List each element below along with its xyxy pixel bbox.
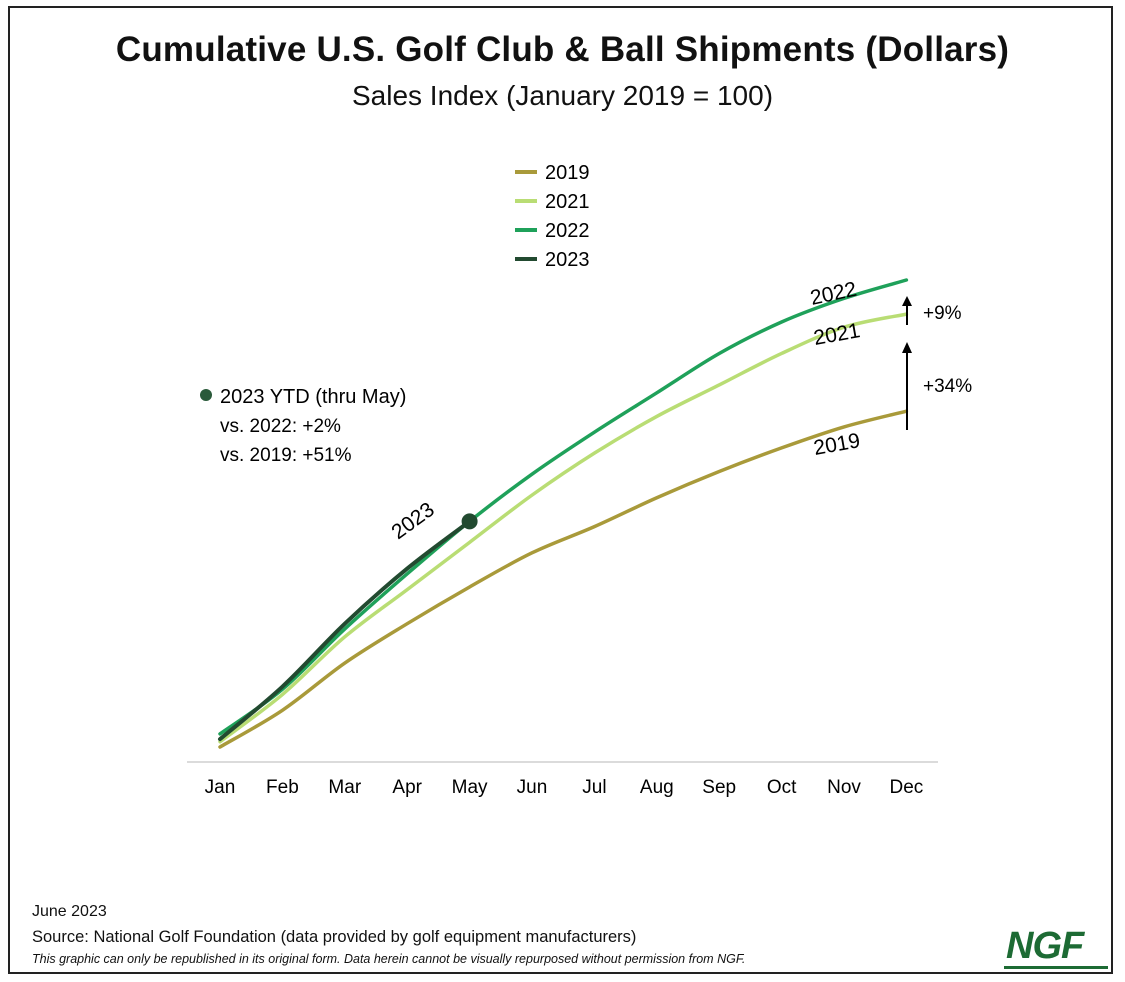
gap-arrow-2022-2021 bbox=[902, 296, 912, 325]
chart-subtitle: Sales Index (January 2019 = 100) bbox=[351, 80, 774, 111]
ytd-legend-dot bbox=[200, 389, 212, 401]
line-label-2021: 2021 bbox=[812, 319, 862, 350]
footer-source: Source: National Golf Foundation (data p… bbox=[32, 928, 637, 946]
x-tick-label: Mar bbox=[328, 777, 361, 798]
gap-arrow-2021-2019 bbox=[902, 342, 912, 430]
x-tick-label: Nov bbox=[827, 777, 861, 798]
chart-frame bbox=[8, 6, 1113, 974]
x-tick-label: Aug bbox=[640, 777, 674, 798]
chart-title: Cumulative U.S. Golf Club & Ball Shipmen… bbox=[115, 30, 1010, 69]
series-line-2022 bbox=[218, 278, 909, 736]
series-line-2023 bbox=[218, 519, 472, 742]
x-tick-labels: Jan Feb Mar Apr May Jun Jul Aug Sep Oct Nov Dec bbox=[205, 777, 924, 798]
x-tick-label: Jan bbox=[205, 777, 236, 798]
legend-label-2021: 2021 bbox=[545, 191, 590, 213]
ngf-logo-underline bbox=[1004, 966, 1108, 969]
ngf-logo: NGF bbox=[1006, 925, 1084, 967]
line-label-2022: 2022 bbox=[808, 278, 858, 310]
legend-label-2023: 2023 bbox=[545, 249, 590, 271]
gap-label-34: +34% bbox=[923, 376, 972, 397]
x-tick-label: Feb bbox=[266, 777, 299, 798]
x-tick-label: Dec bbox=[890, 777, 924, 798]
x-tick-label: Oct bbox=[767, 777, 797, 798]
series-2023-end-point bbox=[461, 513, 478, 530]
x-tick-label: May bbox=[452, 777, 488, 798]
series-layer bbox=[218, 278, 909, 749]
legend-label-2022: 2022 bbox=[545, 220, 590, 242]
ytd-vs-2019: vs. 2019: +51% bbox=[220, 445, 352, 466]
legend: 2019 2021 2022 2023 bbox=[515, 162, 590, 271]
x-tick-label: Jul bbox=[582, 777, 606, 798]
ytd-title: 2023 YTD (thru May) bbox=[220, 386, 406, 408]
series-line-2021 bbox=[218, 312, 909, 744]
footer-date: June 2023 bbox=[32, 903, 107, 920]
series-line-2019 bbox=[218, 409, 909, 749]
line-label-2023: 2023 bbox=[387, 498, 438, 544]
footer-note: This graphic can only be republished in … bbox=[32, 952, 746, 966]
x-tick-label: Sep bbox=[702, 777, 736, 798]
gap-label-9: +9% bbox=[923, 303, 962, 324]
x-tick-label: Apr bbox=[392, 777, 422, 798]
legend-label-2019: 2019 bbox=[545, 162, 590, 184]
x-tick-label: Jun bbox=[517, 777, 548, 798]
ytd-vs-2022: vs. 2022: +2% bbox=[220, 416, 341, 437]
